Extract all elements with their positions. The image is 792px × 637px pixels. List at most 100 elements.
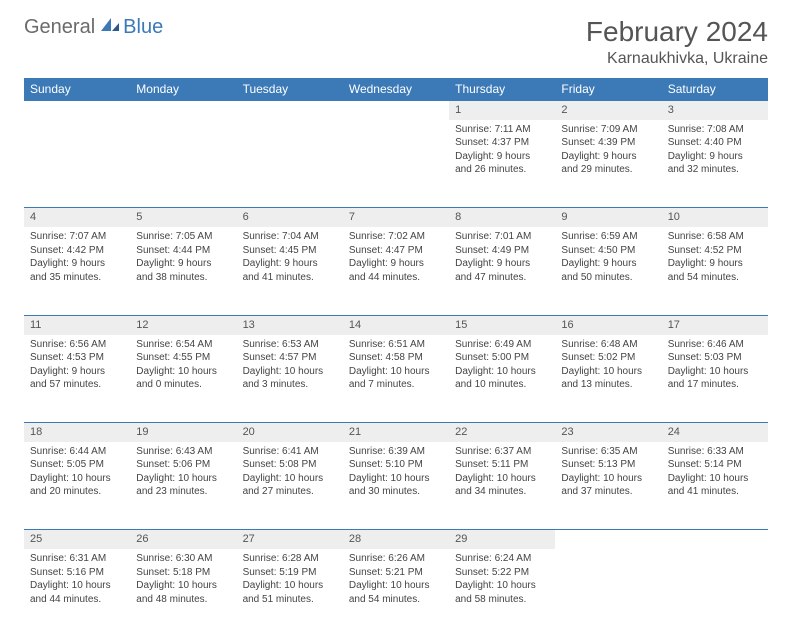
sunset-text: Sunset: 4:40 PM: [668, 136, 762, 150]
day-detail-cell: Sunrise: 6:31 AMSunset: 5:16 PMDaylight:…: [24, 549, 130, 637]
day-number-cell: 14: [343, 315, 449, 334]
day-number-cell: 17: [662, 315, 768, 334]
title-block: February 2024 Karnaukhivka, Ukraine: [586, 16, 768, 68]
sunrise-text: Sunrise: 7:09 AM: [561, 123, 655, 137]
daylight-text: Daylight: 10 hours and 54 minutes.: [349, 579, 443, 606]
daylight-text: Daylight: 9 hours and 50 minutes.: [561, 257, 655, 284]
daylight-text: Daylight: 10 hours and 3 minutes.: [243, 365, 337, 392]
daylight-text: Daylight: 10 hours and 7 minutes.: [349, 365, 443, 392]
day-detail-cell: Sunrise: 6:28 AMSunset: 5:19 PMDaylight:…: [237, 549, 343, 637]
day-detail-cell: Sunrise: 6:56 AMSunset: 4:53 PMDaylight:…: [24, 335, 130, 423]
day-detail-cell: [555, 549, 661, 637]
sunset-text: Sunset: 5:19 PM: [243, 566, 337, 580]
sunset-text: Sunset: 4:44 PM: [136, 244, 230, 258]
daylight-text: Daylight: 9 hours and 41 minutes.: [243, 257, 337, 284]
sunrise-text: Sunrise: 6:56 AM: [30, 338, 124, 352]
day-detail-cell: Sunrise: 6:58 AMSunset: 4:52 PMDaylight:…: [662, 227, 768, 315]
sunset-text: Sunset: 5:16 PM: [30, 566, 124, 580]
day-number-cell: 5: [130, 208, 236, 227]
sunrise-text: Sunrise: 6:30 AM: [136, 552, 230, 566]
day-number-cell: [662, 530, 768, 549]
daylight-text: Daylight: 10 hours and 17 minutes.: [668, 365, 762, 392]
day-detail-cell: Sunrise: 7:04 AMSunset: 4:45 PMDaylight:…: [237, 227, 343, 315]
day-detail-cell: Sunrise: 7:08 AMSunset: 4:40 PMDaylight:…: [662, 120, 768, 208]
detail-row: Sunrise: 6:56 AMSunset: 4:53 PMDaylight:…: [24, 335, 768, 423]
day-detail-cell: Sunrise: 6:46 AMSunset: 5:03 PMDaylight:…: [662, 335, 768, 423]
sunset-text: Sunset: 5:14 PM: [668, 458, 762, 472]
sunrise-text: Sunrise: 7:01 AM: [455, 230, 549, 244]
day-number-cell: 7: [343, 208, 449, 227]
sunset-text: Sunset: 5:21 PM: [349, 566, 443, 580]
sunset-text: Sunset: 5:00 PM: [455, 351, 549, 365]
day-detail-cell: Sunrise: 7:11 AMSunset: 4:37 PMDaylight:…: [449, 120, 555, 208]
sunset-text: Sunset: 5:18 PM: [136, 566, 230, 580]
day-detail-cell: Sunrise: 7:07 AMSunset: 4:42 PMDaylight:…: [24, 227, 130, 315]
day-number-cell: [130, 101, 236, 120]
daylight-text: Daylight: 9 hours and 29 minutes.: [561, 150, 655, 177]
daylight-text: Daylight: 9 hours and 57 minutes.: [30, 365, 124, 392]
day-number-cell: 22: [449, 423, 555, 442]
sunset-text: Sunset: 4:49 PM: [455, 244, 549, 258]
day-number-cell: 10: [662, 208, 768, 227]
daylight-text: Daylight: 10 hours and 10 minutes.: [455, 365, 549, 392]
daynum-row: 11121314151617: [24, 315, 768, 334]
day-number-cell: 21: [343, 423, 449, 442]
day-number-cell: 2: [555, 101, 661, 120]
sunrise-text: Sunrise: 6:35 AM: [561, 445, 655, 459]
day-number-cell: 20: [237, 423, 343, 442]
sunrise-text: Sunrise: 6:51 AM: [349, 338, 443, 352]
logo-text-blue: Blue: [123, 16, 163, 39]
daylight-text: Daylight: 10 hours and 27 minutes.: [243, 472, 337, 499]
daylight-text: Daylight: 9 hours and 54 minutes.: [668, 257, 762, 284]
sunrise-text: Sunrise: 6:49 AM: [455, 338, 549, 352]
day-number-cell: 29: [449, 530, 555, 549]
day-number-cell: 23: [555, 423, 661, 442]
daylight-text: Daylight: 10 hours and 44 minutes.: [30, 579, 124, 606]
day-detail-cell: Sunrise: 6:26 AMSunset: 5:21 PMDaylight:…: [343, 549, 449, 637]
day-number-cell: 16: [555, 315, 661, 334]
day-detail-cell: Sunrise: 6:54 AMSunset: 4:55 PMDaylight:…: [130, 335, 236, 423]
day-number-cell: [343, 101, 449, 120]
sunset-text: Sunset: 4:58 PM: [349, 351, 443, 365]
sunrise-text: Sunrise: 6:26 AM: [349, 552, 443, 566]
sunrise-text: Sunrise: 7:05 AM: [136, 230, 230, 244]
day-number-cell: 15: [449, 315, 555, 334]
day-detail-cell: Sunrise: 6:49 AMSunset: 5:00 PMDaylight:…: [449, 335, 555, 423]
sunrise-text: Sunrise: 7:04 AM: [243, 230, 337, 244]
sunset-text: Sunset: 4:55 PM: [136, 351, 230, 365]
day-detail-cell: Sunrise: 6:24 AMSunset: 5:22 PMDaylight:…: [449, 549, 555, 637]
logo-text-general: General: [24, 16, 95, 39]
detail-row: Sunrise: 6:44 AMSunset: 5:05 PMDaylight:…: [24, 442, 768, 530]
weekday-header: Tuesday: [237, 78, 343, 101]
day-detail-cell: Sunrise: 6:43 AMSunset: 5:06 PMDaylight:…: [130, 442, 236, 530]
sunset-text: Sunset: 5:11 PM: [455, 458, 549, 472]
sunset-text: Sunset: 4:47 PM: [349, 244, 443, 258]
day-number-cell: 19: [130, 423, 236, 442]
day-number-cell: 25: [24, 530, 130, 549]
day-detail-cell: Sunrise: 6:48 AMSunset: 5:02 PMDaylight:…: [555, 335, 661, 423]
day-number-cell: 13: [237, 315, 343, 334]
day-number-cell: 8: [449, 208, 555, 227]
day-detail-cell: [343, 120, 449, 208]
daylight-text: Daylight: 10 hours and 20 minutes.: [30, 472, 124, 499]
daylight-text: Daylight: 10 hours and 0 minutes.: [136, 365, 230, 392]
day-number-cell: 9: [555, 208, 661, 227]
daylight-text: Daylight: 10 hours and 13 minutes.: [561, 365, 655, 392]
sunset-text: Sunset: 5:03 PM: [668, 351, 762, 365]
weekday-header: Monday: [130, 78, 236, 101]
day-detail-cell: Sunrise: 6:59 AMSunset: 4:50 PMDaylight:…: [555, 227, 661, 315]
daylight-text: Daylight: 10 hours and 48 minutes.: [136, 579, 230, 606]
daylight-text: Daylight: 9 hours and 44 minutes.: [349, 257, 443, 284]
day-detail-cell: Sunrise: 6:39 AMSunset: 5:10 PMDaylight:…: [343, 442, 449, 530]
day-number-cell: 24: [662, 423, 768, 442]
day-number-cell: 18: [24, 423, 130, 442]
day-number-cell: 27: [237, 530, 343, 549]
weekday-header: Saturday: [662, 78, 768, 101]
day-detail-cell: Sunrise: 7:02 AMSunset: 4:47 PMDaylight:…: [343, 227, 449, 315]
sunset-text: Sunset: 4:42 PM: [30, 244, 124, 258]
weekday-header-row: SundayMondayTuesdayWednesdayThursdayFrid…: [24, 78, 768, 101]
month-title: February 2024: [586, 16, 768, 48]
day-number-cell: 4: [24, 208, 130, 227]
sunset-text: Sunset: 5:05 PM: [30, 458, 124, 472]
calendar-table: SundayMondayTuesdayWednesdayThursdayFrid…: [24, 78, 768, 637]
